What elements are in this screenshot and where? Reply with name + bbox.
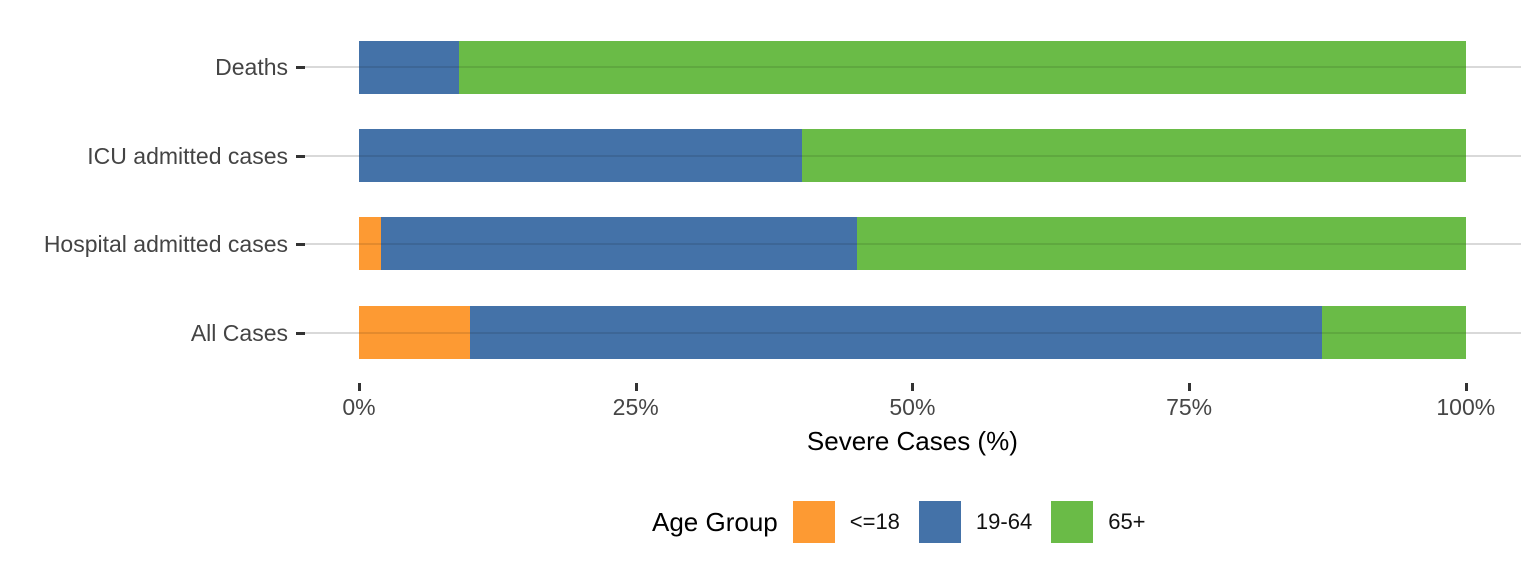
x-axis-tick-label: 100% bbox=[1436, 394, 1496, 420]
bar-segment bbox=[801, 129, 1466, 182]
x-axis-tick-label: 0% bbox=[342, 394, 376, 420]
legend-item: 19-64 bbox=[918, 501, 1033, 543]
x-axis-tick-label: 75% bbox=[1166, 394, 1213, 420]
x-axis-tick-label: 25% bbox=[612, 394, 659, 420]
legend-items: <=18 19-64 65+ bbox=[792, 501, 1165, 543]
bar-segment bbox=[1321, 306, 1466, 359]
bar-segment bbox=[469, 306, 1322, 359]
y-axis-label: Hospital admitted cases bbox=[43, 230, 288, 257]
legend-label: <=18 bbox=[849, 509, 900, 534]
x-axis-tick-label: 50% bbox=[889, 394, 936, 420]
legend-item: <=18 bbox=[792, 501, 900, 543]
legend: Age Group <=18 19-64 65+ bbox=[652, 498, 1165, 546]
bar-segment bbox=[359, 40, 459, 94]
x-axis-tick bbox=[911, 383, 915, 391]
bar-segment bbox=[381, 217, 858, 270]
y-axis-tick bbox=[296, 242, 305, 246]
bar-segment bbox=[857, 217, 1466, 270]
legend-item: 65+ bbox=[1051, 501, 1146, 543]
x-axis-tick bbox=[634, 383, 638, 391]
legend-swatch bbox=[792, 501, 835, 543]
legend-swatch bbox=[1051, 501, 1094, 543]
bar-segment bbox=[458, 40, 1466, 94]
y-axis-tick bbox=[296, 66, 305, 69]
legend-title: Age Group bbox=[652, 506, 778, 537]
gridline-over-bar bbox=[359, 66, 1466, 68]
legend-label: 65+ bbox=[1108, 509, 1146, 534]
x-axis-tick bbox=[358, 383, 361, 391]
y-axis-label: ICU admitted cases bbox=[87, 142, 288, 169]
y-axis-tick bbox=[296, 154, 305, 158]
bar-segment bbox=[359, 129, 802, 182]
y-axis-tick bbox=[296, 331, 305, 335]
gridline-over-bar bbox=[359, 242, 1466, 245]
bar-segment bbox=[359, 306, 470, 359]
x-axis-tick bbox=[1188, 383, 1192, 391]
gridline-over-bar bbox=[359, 154, 1466, 157]
y-axis-label: Deaths bbox=[215, 54, 288, 80]
x-axis-title: Severe Cases (%) bbox=[806, 426, 1018, 456]
gridline-over-bar bbox=[359, 331, 1466, 334]
x-axis-tick bbox=[1464, 383, 1468, 391]
bar-segment bbox=[359, 217, 382, 270]
legend-swatch bbox=[918, 501, 961, 543]
legend-label: 19-64 bbox=[975, 509, 1033, 534]
y-axis-label: All Cases bbox=[190, 319, 288, 346]
